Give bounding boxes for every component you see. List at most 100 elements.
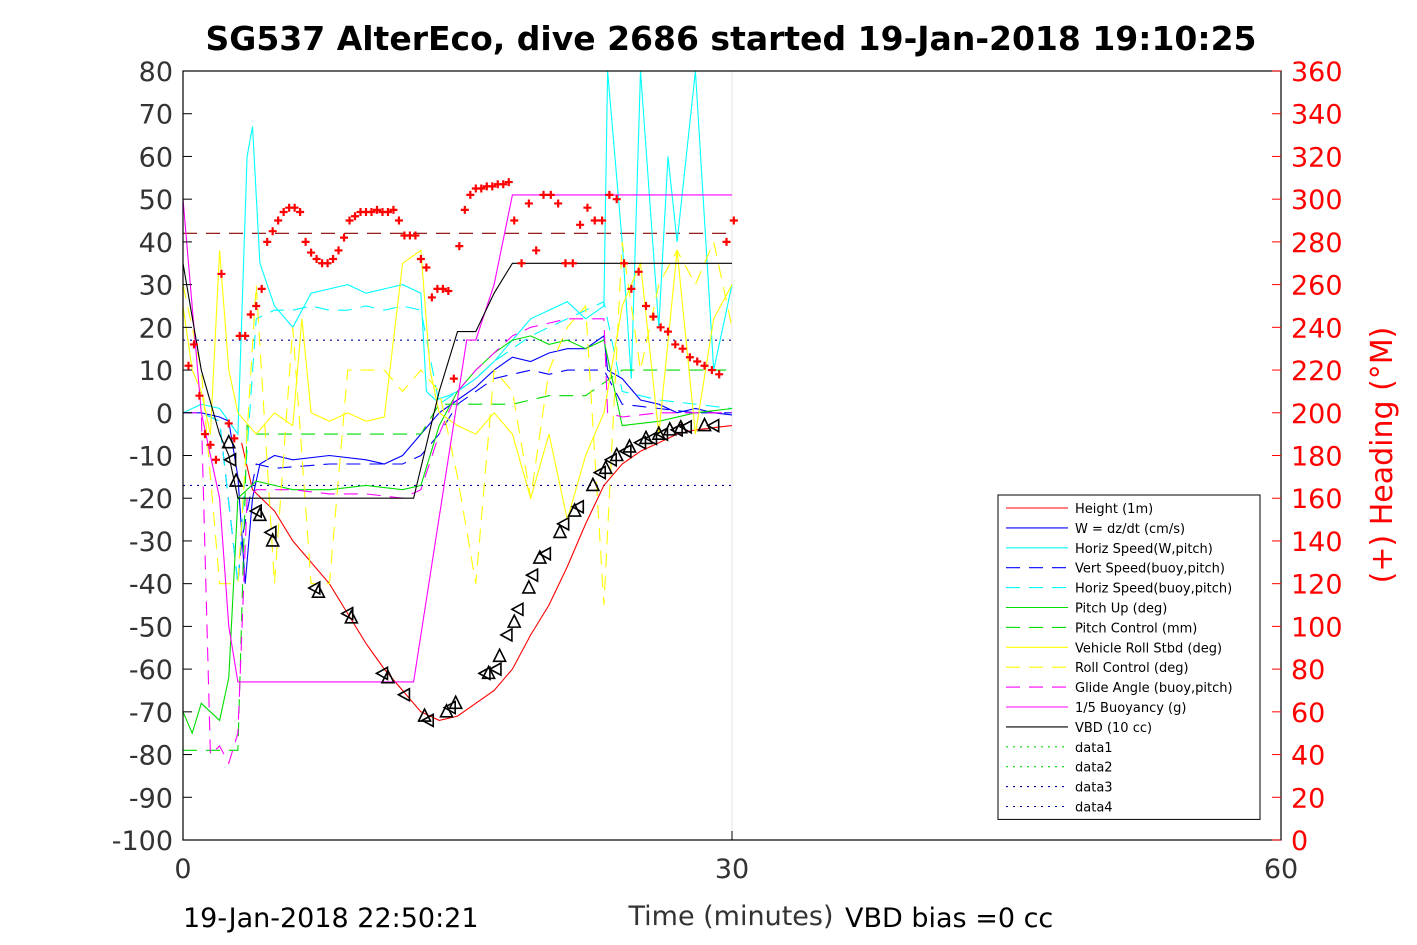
profile-marker (706, 418, 720, 433)
profile-marker (570, 499, 585, 515)
heading-point (663, 327, 672, 336)
y-left-tick-label: 80 (139, 57, 173, 88)
heading-point (568, 259, 577, 268)
y-left-tick-label: 60 (139, 142, 173, 173)
series-line-1 (183, 334, 733, 584)
heading-point (641, 301, 650, 310)
y-left-tick-label: 30 (139, 271, 173, 302)
heading-point (504, 178, 513, 187)
heading-point (477, 184, 486, 193)
profile-marker (673, 418, 689, 434)
heading-point (524, 199, 533, 208)
legend-entry-label: Roll Control (deg) (1075, 661, 1189, 676)
heading-point (444, 287, 453, 296)
y-right-tick-label: 120 (1291, 570, 1343, 601)
heading-point (367, 207, 376, 216)
legend-entry-label: Pitch Up (deg) (1075, 602, 1167, 617)
heading-point (620, 259, 629, 268)
heading-point (195, 391, 204, 400)
profile-markers (221, 416, 720, 728)
heading-point (334, 246, 343, 255)
legend-entry-label: data4 (1075, 801, 1113, 816)
heading-point (700, 361, 709, 370)
y-right-tick-label: 100 (1291, 612, 1343, 643)
y-left-tick-label: -40 (129, 570, 173, 601)
heading-point (517, 259, 526, 268)
y-left-tick-label: 70 (139, 100, 173, 131)
x-tick-label: 30 (715, 854, 749, 885)
y-right-tick-label: 80 (1291, 655, 1325, 686)
heading-point (290, 203, 299, 212)
legend-entry-label: data3 (1075, 781, 1113, 796)
series-line-6 (183, 369, 732, 751)
heading-point (257, 284, 266, 293)
y-left-tick-label: -30 (129, 527, 173, 558)
y-left-tick-label: 0 (156, 399, 173, 430)
profile-marker (420, 713, 435, 728)
legend-entry-label: W = dz/dt (cm/s) (1075, 522, 1185, 537)
profile-marker (448, 694, 463, 710)
profile-marker (488, 661, 502, 677)
heading-point (634, 267, 643, 276)
y-left-tick-label: 20 (139, 313, 173, 344)
heading-point (252, 301, 261, 310)
heading-point (274, 216, 283, 225)
profile-marker (228, 472, 244, 487)
heading-point (296, 207, 305, 216)
legend-entry-label: data2 (1075, 761, 1113, 776)
series-line-9 (183, 318, 732, 765)
heading-point (312, 254, 321, 263)
y-right-tick-label: 320 (1291, 142, 1343, 173)
heading-point (455, 242, 464, 251)
heading-point (576, 220, 585, 229)
heading-point (411, 231, 420, 240)
y-left-tick-label: -70 (129, 698, 173, 729)
heading-point (460, 205, 469, 214)
heading-point (224, 419, 233, 428)
heading-point (678, 344, 687, 353)
profile-marker (532, 549, 548, 564)
legend-entry-label: Glide Angle (buoy,pitch) (1075, 681, 1233, 696)
heading-point (685, 353, 694, 362)
profile-marker (524, 567, 539, 583)
heading-point (230, 434, 239, 443)
heading-point (612, 195, 621, 204)
profile-marker (481, 664, 496, 680)
heading-point (438, 284, 447, 293)
y-left-tick-label: -50 (129, 612, 173, 643)
legend-entry-label: 1/5 Buoyancy (g) (1075, 701, 1186, 716)
heading-point (649, 312, 658, 321)
heading-point (590, 216, 599, 225)
profile-marker (221, 433, 237, 449)
heading-point (329, 254, 338, 263)
heading-points (184, 178, 738, 464)
y-left-tick-label: -10 (129, 442, 173, 473)
heading-point (189, 340, 198, 349)
heading-point (307, 248, 316, 257)
profile-marker (499, 627, 513, 643)
series-line-2 (183, 71, 733, 436)
heading-point (372, 205, 381, 214)
heading-point (532, 246, 541, 255)
profile-marker (622, 438, 637, 453)
y-left-tick-label: -60 (129, 655, 173, 686)
x-axis-label: Time (minutes) (627, 901, 833, 932)
legend-box (997, 494, 1261, 820)
profile-marker (506, 613, 522, 628)
profile-marker (222, 452, 237, 468)
y-left-tick-label: 50 (139, 185, 173, 216)
profile-marker (252, 506, 268, 522)
series-line-11 (183, 262, 732, 499)
legend-entry-label: VBD (10 cc) (1075, 721, 1152, 736)
profile-marker (510, 601, 524, 617)
heading-point (351, 212, 360, 221)
series-line-10 (183, 194, 732, 683)
heading-point (722, 237, 731, 246)
y-left-tick-label: 40 (139, 228, 173, 259)
legend-entry-label: Vehicle Roll Stbd (deg) (1075, 641, 1222, 656)
profile-marker (552, 523, 568, 539)
heading-point (279, 207, 288, 216)
heading-point (627, 284, 636, 293)
y-right-tick-label: 280 (1291, 228, 1343, 259)
